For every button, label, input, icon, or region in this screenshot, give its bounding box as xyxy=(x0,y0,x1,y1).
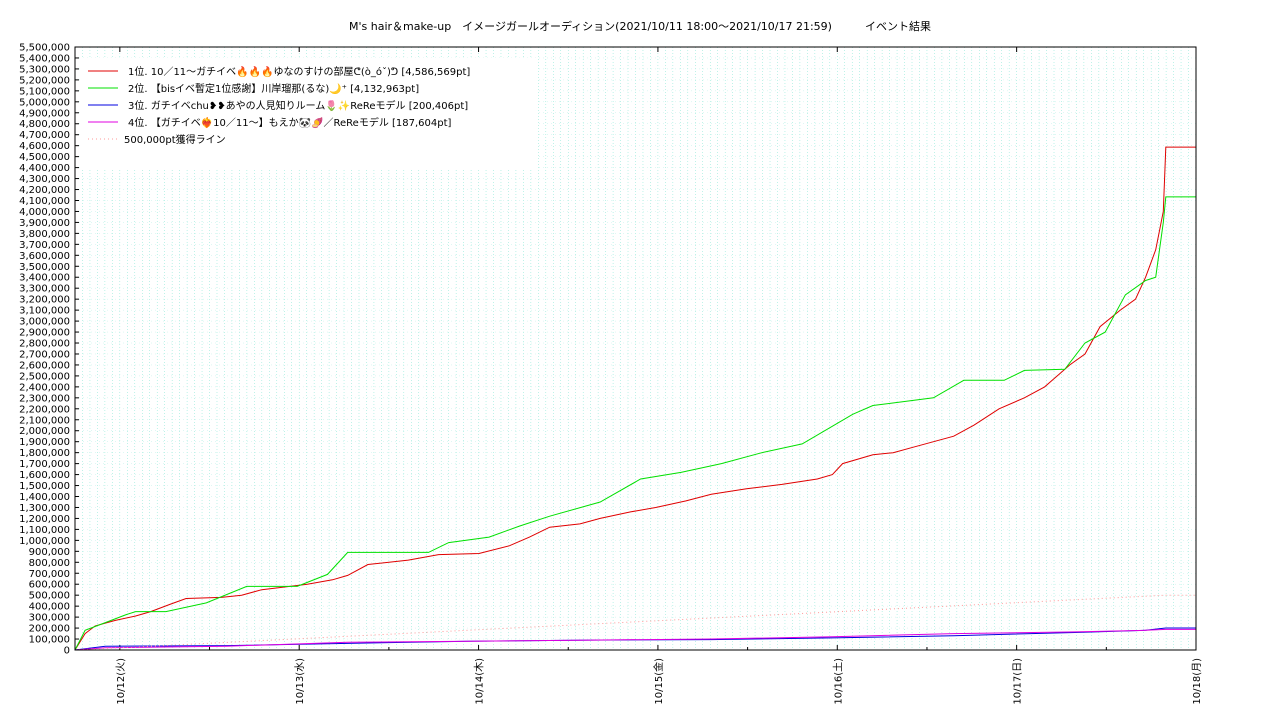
legend-label: 4位. 【ガチイベ❤️‍🔥10／11〜】もえか🐼🍠／ReReモデル [187,6… xyxy=(128,116,452,129)
legend: 1位. 10／11〜ガチイベ🔥🔥🔥ゆなのすけの部屋ᕦ(ò_óˇ)ᕤ [4,586… xyxy=(80,58,536,170)
y-tick-label: 500,000 xyxy=(29,591,70,602)
y-tick-label: 2,900,000 xyxy=(19,328,70,339)
y-tick-label: 5,200,000 xyxy=(19,75,70,86)
series-line-1 xyxy=(74,146,1196,651)
y-tick-label: 5,100,000 xyxy=(19,86,70,97)
y-tick-label: 3,600,000 xyxy=(19,251,70,262)
legend-box xyxy=(80,58,536,170)
y-tick-label: 2,700,000 xyxy=(19,349,70,360)
series-line-5 xyxy=(74,594,1196,651)
y-tick-label: 3,000,000 xyxy=(19,317,70,328)
y-tick-label: 5,000,000 xyxy=(19,97,70,108)
y-tick-label: 3,300,000 xyxy=(19,284,70,295)
y-tick-label: 3,100,000 xyxy=(19,306,70,317)
legend-label: 2位. 【bisイベ暫定1位感謝】川岸瑠那(るな)🌙⁺ [4,132,963pt… xyxy=(128,82,419,95)
series-line-4 xyxy=(74,628,1196,651)
y-tick-label: 200,000 xyxy=(29,624,70,635)
y-tick-label: 1,500,000 xyxy=(19,481,70,492)
y-tick-label: 3,700,000 xyxy=(19,240,70,251)
y-tick-label: 400,000 xyxy=(29,602,70,613)
y-tick-label: 1,000,000 xyxy=(19,536,70,547)
y-tick-label: 900,000 xyxy=(29,547,70,558)
y-tick-label: 1,800,000 xyxy=(19,448,70,459)
series-line-2 xyxy=(74,196,1196,651)
legend-label: 500,000pt獲得ライン xyxy=(124,133,226,146)
y-tick-label: 4,200,000 xyxy=(19,185,70,196)
y-tick-label: 100,000 xyxy=(29,635,70,646)
y-tick-label: 1,100,000 xyxy=(19,525,70,536)
y-tick-label: 2,400,000 xyxy=(19,382,70,393)
y-tick-label: 300,000 xyxy=(29,613,70,624)
y-tick-label: 1,700,000 xyxy=(19,459,70,470)
y-tick-label: 4,100,000 xyxy=(19,196,70,207)
x-tick-label: 10/13(水) xyxy=(294,658,306,705)
y-tick-label: 4,900,000 xyxy=(19,108,70,119)
y-tick-label: 1,900,000 xyxy=(19,437,70,448)
y-tick-label: 3,500,000 xyxy=(19,262,70,273)
legend-label: 3位. ガチイベchu❥❥あやの人見知りルーム🌷✨ReReモデル [200,40… xyxy=(128,99,468,112)
y-tick-label: 1,400,000 xyxy=(19,492,70,503)
y-tick-label: 800,000 xyxy=(29,558,70,569)
legend-label: 1位. 10／11〜ガチイベ🔥🔥🔥ゆなのすけの部屋ᕦ(ò_óˇ)ᕤ [4,586… xyxy=(128,65,470,78)
y-tick-label: 2,100,000 xyxy=(19,415,70,426)
y-tick-label: 2,000,000 xyxy=(19,426,70,437)
x-tick-label: 10/16(土) xyxy=(831,658,844,705)
y-tick-label: 4,000,000 xyxy=(19,207,70,218)
x-tick-label: 10/15(金) xyxy=(652,658,665,705)
grid xyxy=(75,47,1196,650)
y-tick-label: 3,200,000 xyxy=(19,295,70,306)
y-tick-label: 2,800,000 xyxy=(19,339,70,350)
y-tick-label: 3,400,000 xyxy=(19,273,70,284)
x-tick-label: 10/18(月) xyxy=(1191,658,1203,705)
y-tick-label: 2,500,000 xyxy=(19,371,70,382)
y-tick-label: 4,400,000 xyxy=(19,163,70,174)
y-tick-label: 1,200,000 xyxy=(19,514,70,525)
x-tick-label: 10/17(日) xyxy=(1013,658,1024,705)
x-tick-label: 10/12(火) xyxy=(115,658,127,705)
y-tick-label: 0 xyxy=(64,646,70,657)
y-tick-label: 4,300,000 xyxy=(19,174,70,185)
y-tick-label: 2,200,000 xyxy=(19,404,70,415)
y-tick-label: 5,500,000 xyxy=(19,43,70,54)
y-tick-label: 700,000 xyxy=(29,569,70,580)
y-tick-label: 4,600,000 xyxy=(19,141,70,152)
y-tick-label: 4,700,000 xyxy=(19,130,70,141)
y-tick-label: 4,800,000 xyxy=(19,119,70,130)
y-tick-label: 2,300,000 xyxy=(19,393,70,404)
y-tick-label: 5,300,000 xyxy=(19,64,70,75)
y-tick-label: 4,500,000 xyxy=(19,152,70,163)
series-lines xyxy=(74,146,1196,651)
y-tick-label: 2,600,000 xyxy=(19,360,70,371)
y-tick-label: 600,000 xyxy=(29,580,70,591)
y-tick-label: 3,900,000 xyxy=(19,218,70,229)
plot-frame xyxy=(74,46,1197,651)
y-tick-label: 3,800,000 xyxy=(19,229,70,240)
x-axis: 10/12(火) 10/13(水) 10/14(木) 10/15(金) 10/16(土)… xyxy=(115,47,1203,705)
chart-title: M's hair＆make-up イメージガールオーディション(2021/10/… xyxy=(349,20,931,33)
y-tick-label: 5,400,000 xyxy=(19,53,70,64)
x-tick-label: 10/14(木) xyxy=(474,658,486,705)
y-axis: 0100,000200,000300,000400,000500,000600,… xyxy=(19,43,79,657)
y-tick-label: 1,300,000 xyxy=(19,503,70,514)
y-tick-label: 1,600,000 xyxy=(19,470,70,481)
